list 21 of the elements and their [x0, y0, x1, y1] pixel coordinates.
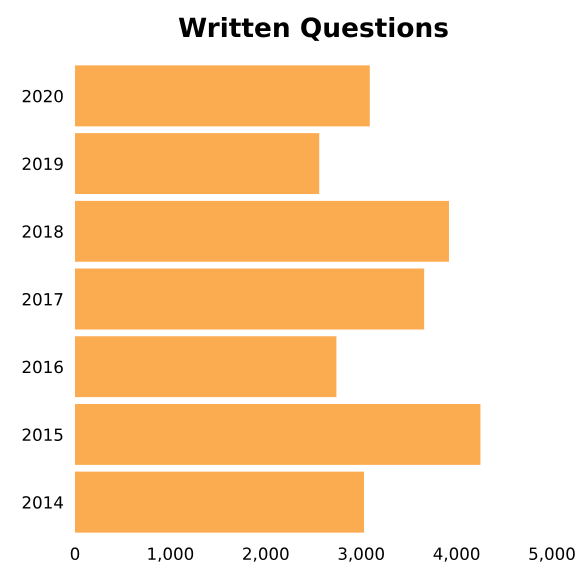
bar: [75, 336, 336, 398]
x-tick-label: 4,000: [434, 547, 480, 562]
x-tick-label: 0: [70, 547, 80, 560]
x-tick-label: 2,000: [243, 547, 289, 562]
x-tick-label: 3,000: [338, 547, 384, 562]
bar: [75, 268, 424, 330]
y-tick-label: 2015: [22, 428, 62, 441]
bar: [75, 472, 364, 533]
bar: [75, 200, 449, 262]
bar: [75, 65, 370, 126]
x-tick-label: 5,000: [529, 547, 575, 562]
y-tick-label: 2014: [22, 496, 63, 509]
x-tick-label: 1,000: [148, 547, 194, 562]
y-tick-label: 2019: [22, 158, 63, 170]
y-tick-label: 2020: [22, 90, 63, 102]
bar: [75, 133, 320, 194]
chart-title: Written Questions: [178, 16, 448, 41]
y-tick-label: 2016: [22, 360, 63, 374]
y-tick-label: 2018: [22, 225, 63, 238]
y-tick-label: 2017: [22, 292, 62, 306]
bar: [75, 404, 480, 465]
